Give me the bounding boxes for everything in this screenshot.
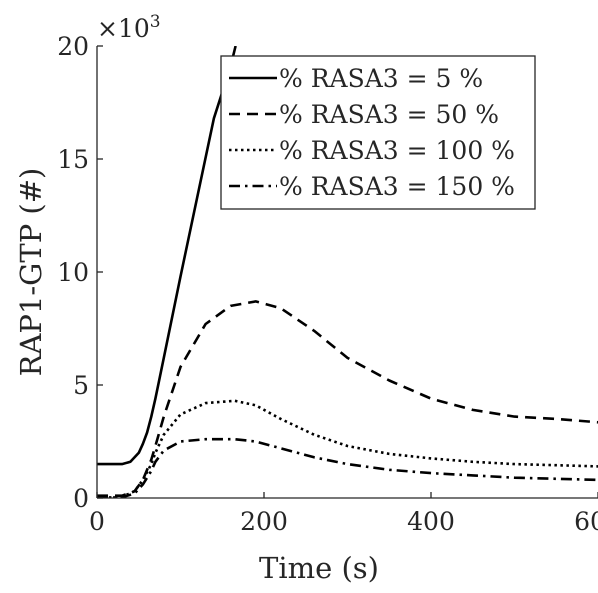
y-tick-label: 5: [73, 371, 89, 400]
series-line-1: [97, 46, 237, 466]
series-line-2: [97, 300, 598, 498]
legend-label-1: % RASA3 = 5 %: [279, 64, 483, 93]
legend-label-4: % RASA3 = 150 %: [279, 172, 515, 201]
x-tick-label: 200: [240, 507, 288, 536]
x-axis-label: Time (s): [259, 551, 379, 585]
y-axis-exponent-base: ×10: [97, 14, 150, 43]
legend-box: [220, 55, 536, 210]
y-tick-label: 0: [73, 484, 89, 513]
y-tick-label: 20: [57, 32, 89, 61]
plot-area: [97, 46, 598, 498]
legend: % RASA3 = 5 % % RASA3 = 50 % % RASA3 = 100…: [220, 55, 536, 210]
x-tick-label: 600: [574, 507, 598, 536]
series-line-4: [97, 437, 598, 498]
axes: 0 200 400 600 0 5 10 15 20: [57, 32, 598, 536]
y-axis-exponent: ×103: [97, 12, 161, 43]
series-line-3: [97, 399, 598, 498]
x-tick-label: 0: [89, 507, 105, 536]
x-tick-label: 400: [407, 507, 455, 536]
y-axis-label: RAP1-GTP (#): [14, 168, 48, 377]
y-tick-label: 15: [57, 145, 89, 174]
legend-label-3: % RASA3 = 100 %: [279, 136, 515, 165]
legend-label-2: % RASA3 = 50 %: [279, 100, 499, 129]
y-tick-label: 10: [57, 258, 89, 287]
y-axis-exponent-power: 3: [150, 12, 161, 32]
